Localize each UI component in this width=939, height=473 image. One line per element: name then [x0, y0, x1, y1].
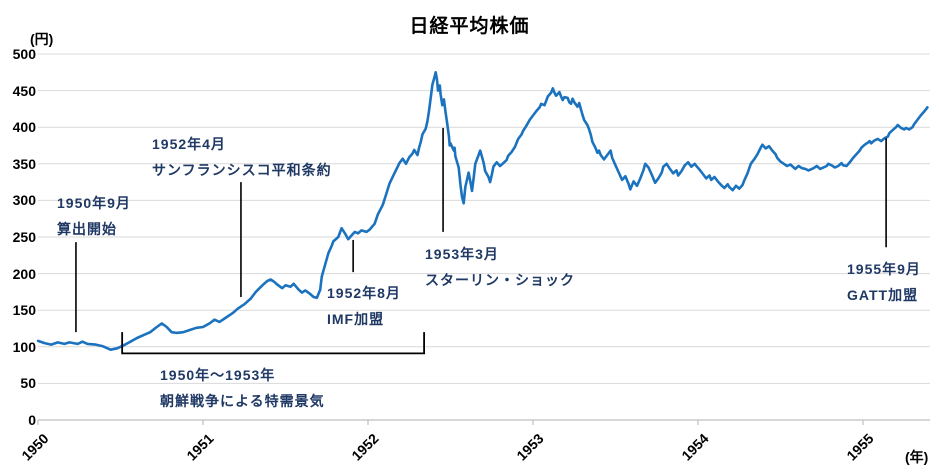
annotation-stalin-shock: 1953年3月スターリン・ショック	[425, 241, 575, 293]
y-tick-label-400: 400	[12, 119, 36, 136]
annotation-index-calculation-start-line-2: 算出開始	[57, 221, 117, 237]
annotation-san-francisco-peace-treaty-line-1: 1952年4月	[152, 136, 226, 152]
bracket-korean-war-boom	[121, 332, 425, 355]
annotation-index-calculation-start-line-1: 1950年9月	[57, 195, 131, 211]
x-axis-unit-label: (年)	[905, 449, 929, 465]
y-tick-label-300: 300	[12, 192, 36, 209]
annotation-korean-war-boom-line-1: 1950年〜1953年	[160, 367, 276, 383]
annotation-korean-war-boom: 1950年〜1953年朝鮮戦争による特需景気	[160, 362, 325, 414]
annotation-index-calculation-start: 1950年9月 算出開始	[57, 190, 131, 242]
annotation-stalin-shock-line-2: スターリン・ショック	[425, 272, 575, 288]
nikkei-price-line	[36, 71, 929, 352]
chart-title: 日経平均株価	[409, 16, 530, 37]
y-tick-label-350: 350	[12, 155, 36, 172]
annotation-gatt-accession-line-2: GATT加盟	[847, 287, 919, 303]
y-tick-label-250: 250	[12, 229, 36, 245]
y-tick-label-200: 200	[12, 265, 36, 282]
annotation-gatt-accession: 1955年9月 GATT加盟	[847, 256, 921, 308]
y-tick-label-450: 450	[12, 82, 36, 99]
annotation-korean-war-boom-line-2: 朝鮮戦争による特需景気	[160, 393, 325, 409]
y-tick-label-100: 100	[12, 338, 36, 355]
y-tick-label-150: 150	[12, 302, 36, 319]
y-axis-unit-label: (円)	[30, 31, 54, 47]
annotation-imf-accession-line-2: IMF加盟	[327, 311, 385, 327]
annotation-imf-accession-line-1: 1952年8月	[327, 285, 401, 301]
annotation-imf-accession: 1952年8月 IMF加盟	[327, 280, 401, 332]
y-tick-label-50: 50	[20, 375, 36, 392]
annotation-stalin-shock-line-1: 1953年3月	[425, 246, 499, 262]
annotation-san-francisco-peace-treaty-line-2: サンフランシスコ平和条約	[152, 162, 332, 178]
annotation-san-francisco-peace-treaty: 1952年4月サンフランシスコ平和条約	[152, 131, 332, 183]
y-tick-label-500: 500	[12, 46, 36, 62]
annotation-gatt-accession-line-1: 1955年9月	[847, 261, 921, 277]
y-tick-label-0: 0	[28, 412, 36, 428]
